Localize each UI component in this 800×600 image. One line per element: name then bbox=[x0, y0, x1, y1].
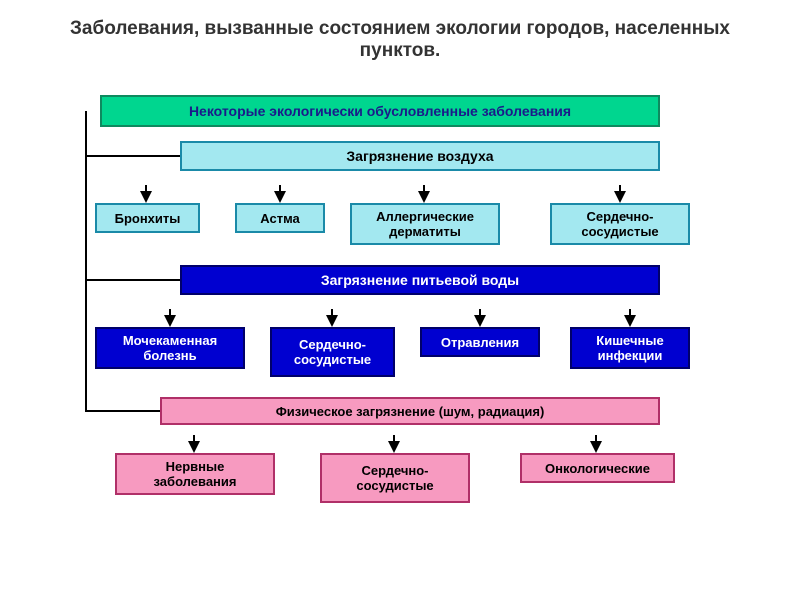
arrow-icon bbox=[474, 315, 486, 327]
diagram-box: Астма bbox=[235, 203, 325, 233]
diagram-box: Загрязнение питьевой воды bbox=[180, 265, 660, 295]
arrow-icon bbox=[418, 191, 430, 203]
arrow-icon bbox=[614, 191, 626, 203]
diagram-box: Бронхиты bbox=[95, 203, 200, 233]
arrow-icon bbox=[164, 315, 176, 327]
diagram-box: Физическое загрязнение (шум, радиация) bbox=[160, 397, 660, 425]
page-title: Заболевания, вызванные состоянием эколог… bbox=[0, 0, 800, 70]
diagram-box: Некоторые экологически обусловленные заб… bbox=[100, 95, 660, 127]
connector-line bbox=[85, 279, 180, 281]
arrow-icon bbox=[590, 441, 602, 453]
diagram-box: Онкологические bbox=[520, 453, 675, 483]
diagram-box: Сердечно-сосудистые bbox=[550, 203, 690, 245]
arrow-icon bbox=[388, 441, 400, 453]
diagram-box: Кишечные инфекции bbox=[570, 327, 690, 369]
connector-line bbox=[85, 410, 160, 412]
diagram-box: Загрязнение воздуха bbox=[180, 141, 660, 171]
diagram-box: Сердечно-сосудистые bbox=[320, 453, 470, 503]
diagram-box: Отравления bbox=[420, 327, 540, 357]
diagram-box: Аллергические дерматиты bbox=[350, 203, 500, 245]
arrow-icon bbox=[326, 315, 338, 327]
arrow-icon bbox=[188, 441, 200, 453]
diagram-box: Нервные заболевания bbox=[115, 453, 275, 495]
connector-line bbox=[85, 155, 180, 157]
arrow-icon bbox=[140, 191, 152, 203]
diagram-box: Мочекаменная болезнь bbox=[95, 327, 245, 369]
diagram-box: Сердечно-сосудистые bbox=[270, 327, 395, 377]
arrow-icon bbox=[624, 315, 636, 327]
arrow-icon bbox=[274, 191, 286, 203]
